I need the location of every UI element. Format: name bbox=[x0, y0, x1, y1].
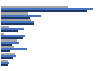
Bar bbox=[1, 8, 93, 10]
Bar bbox=[1, 15, 41, 17]
Bar bbox=[1, 21, 34, 23]
Bar bbox=[1, 50, 10, 52]
Bar bbox=[1, 10, 87, 12]
Bar bbox=[1, 62, 9, 64]
Bar bbox=[1, 23, 34, 25]
Bar bbox=[1, 6, 68, 8]
Bar bbox=[1, 37, 23, 39]
Bar bbox=[1, 60, 8, 62]
Bar bbox=[1, 35, 26, 37]
Bar bbox=[1, 39, 17, 42]
Bar bbox=[1, 28, 24, 30]
Bar bbox=[1, 55, 16, 57]
Bar bbox=[1, 44, 12, 46]
Bar bbox=[1, 42, 19, 44]
Bar bbox=[1, 46, 14, 48]
Bar bbox=[1, 12, 28, 15]
Bar bbox=[1, 19, 31, 21]
Bar bbox=[1, 64, 8, 66]
Bar bbox=[1, 33, 4, 35]
Bar bbox=[1, 57, 13, 59]
Bar bbox=[1, 17, 30, 19]
Bar bbox=[1, 30, 18, 32]
Bar bbox=[1, 48, 27, 50]
Bar bbox=[1, 53, 15, 55]
Bar bbox=[1, 26, 9, 28]
